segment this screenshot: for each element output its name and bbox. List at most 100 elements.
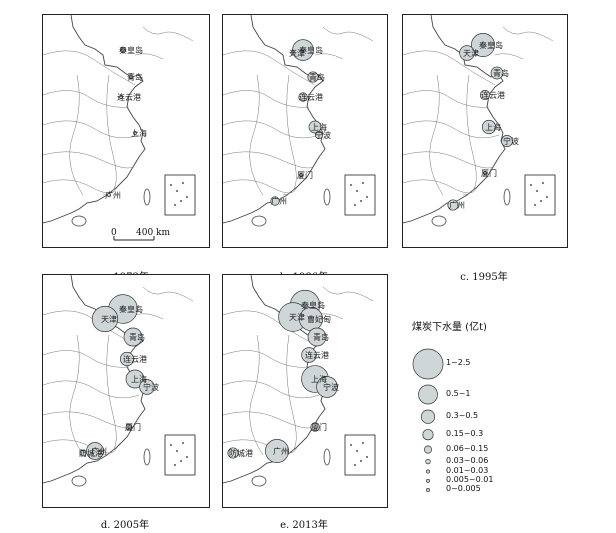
province-boundary xyxy=(502,26,554,42)
hainan-island xyxy=(431,215,447,227)
legend-label: 0.005~0.01 xyxy=(446,474,494,484)
province-boundary xyxy=(429,74,444,196)
port-label: 青岛 xyxy=(129,332,145,342)
port-label: 天津 xyxy=(101,314,117,324)
port-bubble xyxy=(119,46,127,54)
port-bubble xyxy=(479,89,491,101)
coastline xyxy=(43,15,146,224)
taiwan-island xyxy=(323,448,331,466)
panel-caption: e. 2013年 xyxy=(280,520,328,531)
hainan-island xyxy=(71,475,87,487)
legend-label: 0.3~0.5 xyxy=(446,410,479,420)
legend-label: 0.06~0.15 xyxy=(446,443,489,453)
south-sea-inset xyxy=(164,174,196,216)
legend-symbol xyxy=(418,384,438,405)
south-sea-inset xyxy=(344,434,376,476)
port-label: 青岛 xyxy=(493,68,509,78)
port-label: 连云港 xyxy=(299,92,323,102)
port-bubble xyxy=(125,423,133,431)
port-bubble xyxy=(307,327,327,347)
province-boundary xyxy=(403,120,500,139)
port-bubble xyxy=(298,92,308,102)
port-bubble xyxy=(107,193,111,197)
legend-symbol xyxy=(412,348,444,380)
port-label: 广州 xyxy=(273,446,289,456)
province-boundary xyxy=(403,90,490,108)
province-boundary xyxy=(69,334,84,456)
province-boundary xyxy=(134,313,164,320)
port-label: 宁波 xyxy=(503,136,519,146)
province-boundary xyxy=(43,151,134,169)
legend-symbol xyxy=(426,469,430,474)
scale-distance-label: 400 km xyxy=(136,228,171,238)
province-boundary xyxy=(142,286,194,302)
port-bubble xyxy=(490,66,504,80)
legend-label: 0.15~0.3 xyxy=(446,428,484,438)
taiwan-island xyxy=(503,188,511,206)
port-label: 防城港 xyxy=(229,448,253,458)
province-boundary xyxy=(314,53,344,60)
port-label: 宁波 xyxy=(315,130,331,140)
south-sea-inset xyxy=(344,174,376,216)
port-label: 曹妃甸 xyxy=(307,314,331,324)
port-label: 上海 xyxy=(131,374,147,384)
province-boundary xyxy=(249,74,264,196)
province-boundary xyxy=(43,90,130,108)
province-boundary xyxy=(102,74,117,196)
hainan-island xyxy=(71,215,87,227)
port-label: 秦皇岛 xyxy=(479,40,503,50)
port-label: 连云港 xyxy=(117,92,141,102)
port-label: 青岛 xyxy=(313,332,329,342)
legend-label: 0.5~1 xyxy=(446,388,471,398)
province-boundary xyxy=(223,411,314,429)
port-bubble xyxy=(119,95,123,99)
legend-symbols xyxy=(412,348,444,492)
port-label: 防城港 xyxy=(79,448,103,458)
port-bubble xyxy=(447,199,459,211)
legend-label: 0.01~0.03 xyxy=(446,465,489,475)
province-boundary xyxy=(403,50,496,86)
province-boundary xyxy=(43,411,134,429)
port-bubble xyxy=(86,442,104,460)
port-bubble xyxy=(308,120,322,134)
province-boundary xyxy=(223,350,310,368)
scale-bar xyxy=(113,236,155,241)
province-boundary xyxy=(223,50,316,86)
province-boundary xyxy=(69,74,84,196)
port-label: 厦门 xyxy=(481,168,497,178)
port-bubble xyxy=(471,33,495,57)
province-boundary xyxy=(462,74,477,196)
map-frame: 秦皇岛 天津 青岛 连云港 上海 宁波 厦门 广州 xyxy=(222,14,388,248)
port-bubble xyxy=(299,173,303,177)
legend-title: 煤炭下水量 (亿t) xyxy=(412,322,487,333)
port-label: 青岛 xyxy=(309,72,325,82)
port-label: 厦门 xyxy=(297,170,313,180)
province-boundary xyxy=(223,179,298,194)
port-label: 秦皇岛 xyxy=(299,45,323,55)
hainan-island xyxy=(251,215,267,227)
legend-label: 0~0.005 xyxy=(446,483,481,493)
port-bubble xyxy=(139,379,155,395)
legend-label: 1~2.5 xyxy=(446,358,471,367)
port-label: 连云港 xyxy=(481,90,505,100)
port-bubble xyxy=(483,171,487,175)
port-bubble xyxy=(292,39,314,61)
scale-zero-label: 0 xyxy=(111,228,117,238)
taiwan-island xyxy=(143,188,151,206)
legend-symbol xyxy=(423,445,433,454)
map-frame: 秦皇岛 天津 青岛 连云港 上海 宁波 厦门 广州 xyxy=(402,14,568,248)
province-boundary xyxy=(249,334,264,456)
province-boundary xyxy=(43,120,140,139)
port-label: 秦皇岛 xyxy=(119,45,143,55)
map-frame: 秦皇岛 青岛 连云港 上海 广州 xyxy=(42,14,210,248)
port-bubble xyxy=(79,449,87,457)
port-label: 秦皇岛 xyxy=(301,300,325,310)
province-boundary xyxy=(102,334,117,456)
port-bubble xyxy=(119,351,135,367)
port-bubble xyxy=(290,50,296,56)
panel-caption: c. 1995年 xyxy=(460,272,508,283)
port-bubble xyxy=(123,327,143,347)
